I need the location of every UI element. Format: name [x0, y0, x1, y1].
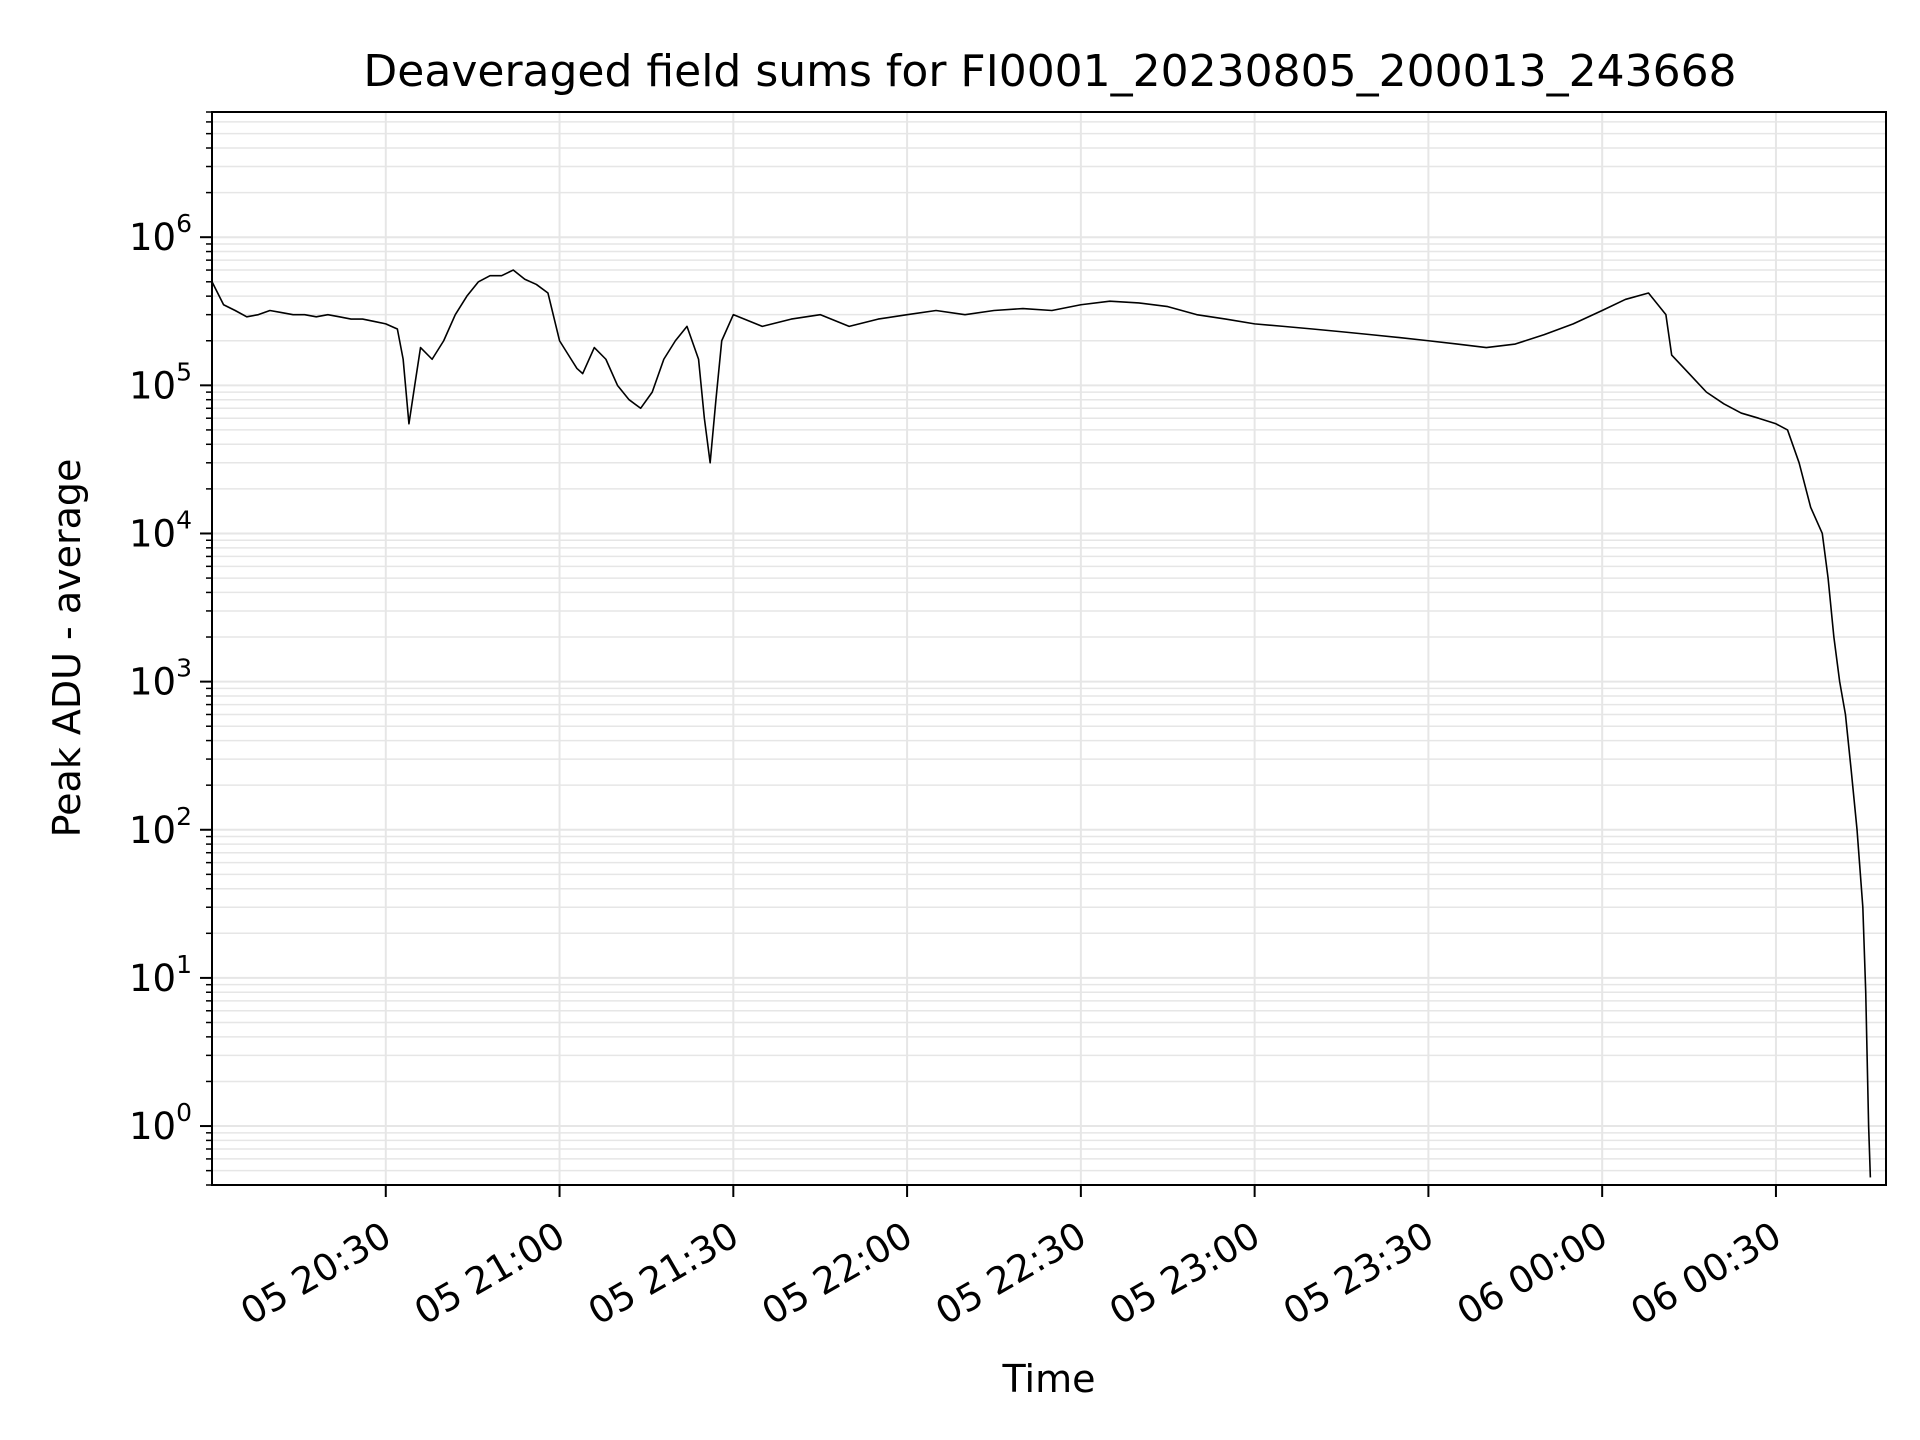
y-tick-label: 106: [129, 209, 192, 259]
x-axis-label: Time: [1002, 1357, 1096, 1401]
plot-frame: [211, 111, 1887, 1186]
y-tick-label: 101: [129, 950, 192, 1000]
series-lines: [211, 269, 1872, 1178]
grid: [212, 111, 1886, 1186]
series-line: [211, 269, 1872, 1178]
y-tick-label: 105: [129, 357, 192, 407]
y-tick-label: 100: [129, 1098, 192, 1148]
chart-title: Deaveraged field sums for FI0001_2023080…: [363, 46, 1736, 97]
y-axis-label: Peak ADU - average: [45, 459, 89, 838]
y-tick-label: 102: [129, 802, 192, 852]
y-tick-label: 103: [129, 654, 192, 704]
y-tick-label: 104: [129, 505, 192, 555]
